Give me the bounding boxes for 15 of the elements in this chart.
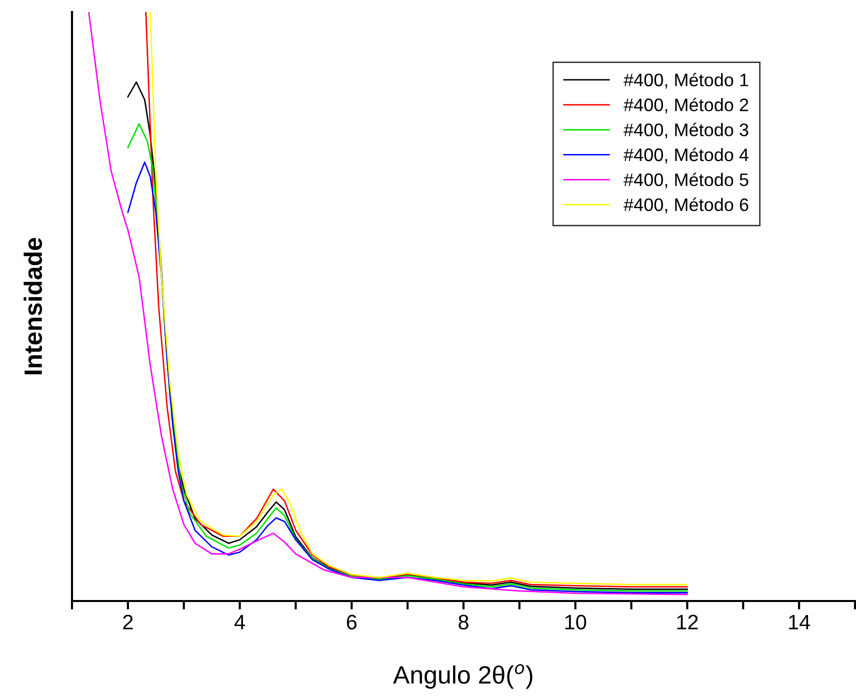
y-axis-title: Intensidade: [24, 238, 42, 374]
legend-label: #400, Método 5: [624, 172, 748, 188]
x-axis-title: Angulo 2θ($^{o}$): [393, 664, 532, 689]
x-tick-label: 12: [677, 614, 698, 630]
legend-label: #400, Método 2: [624, 98, 748, 114]
x-tick-label: 14: [789, 614, 810, 630]
x-tick-label: 10: [565, 614, 586, 630]
x-tick-label: 2: [123, 614, 133, 630]
legend-label: #400, Método 6: [624, 198, 748, 214]
legend-label: #400, Método 4: [624, 148, 748, 164]
x-tick-label: 8: [458, 614, 468, 630]
x-tick-label: 6: [346, 614, 357, 630]
legend-label: #400, Método 1: [624, 72, 748, 88]
x-tick-label: 4: [234, 614, 245, 630]
legend-label: #400, Método 3: [624, 122, 748, 138]
